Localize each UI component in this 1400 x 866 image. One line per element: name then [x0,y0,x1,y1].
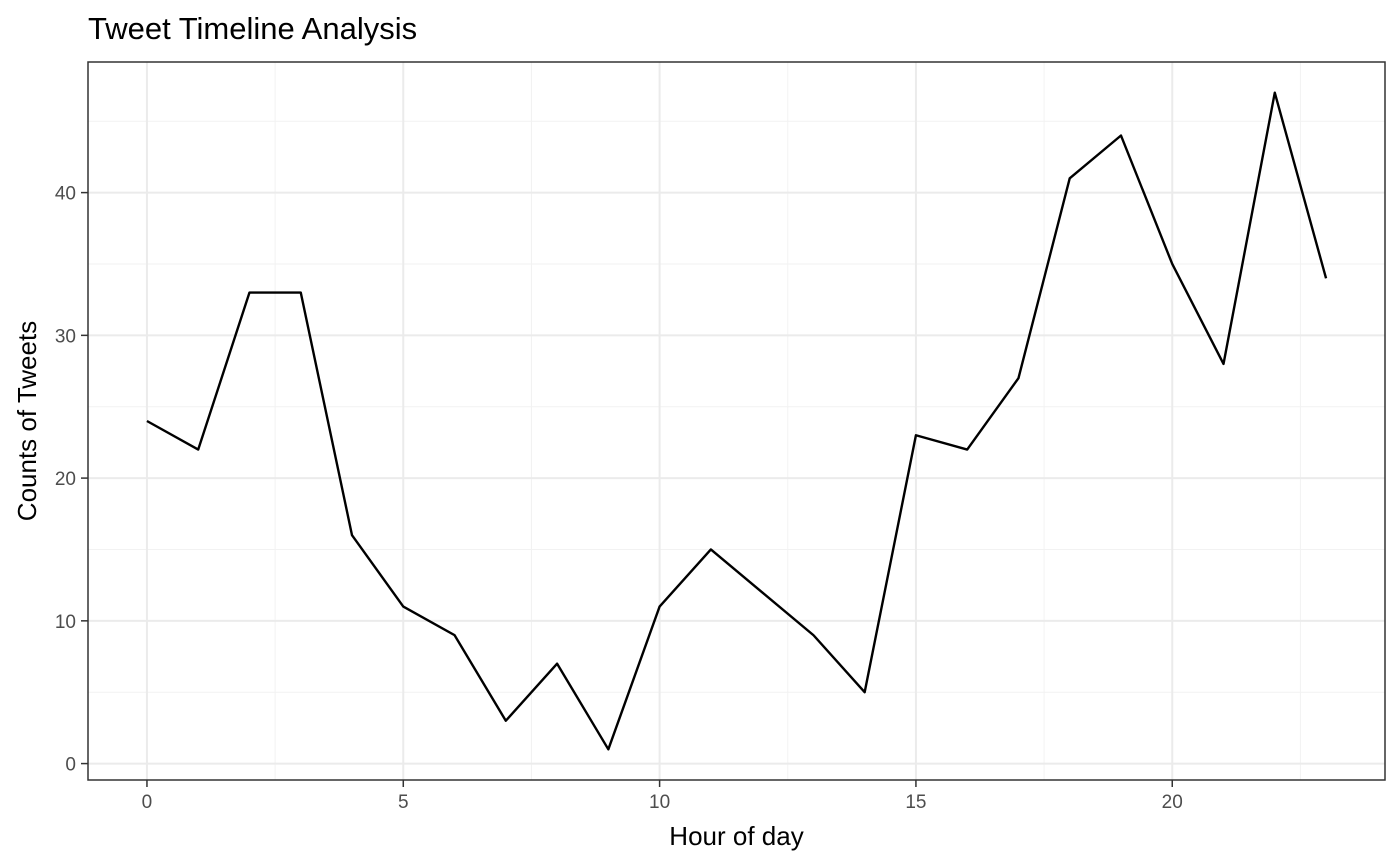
data-point [761,591,763,593]
y-axis: 0 10 20 30 40 [55,184,88,776]
data-point [454,634,456,636]
data-point [300,292,302,294]
tweet-count-line [146,91,1328,751]
x-tick-label: 10 [649,792,670,813]
y-tick-label: 20 [55,469,76,490]
data-point [248,292,250,294]
data-point [1223,363,1225,365]
data-point [659,606,661,608]
x-tick-label: 20 [1162,792,1183,813]
y-axis-title: Counts of Tweets [12,321,42,521]
chart-title: Tweet Timeline Analysis [88,11,417,46]
data-point [1069,177,1071,179]
data-point [146,420,148,422]
data-point [1171,263,1173,265]
y-tick-label: 40 [55,184,76,205]
data-point [607,748,609,750]
x-axis: 0 5 10 15 20 [142,780,1183,813]
x-axis-title: Hour of day [669,821,803,851]
x-tick-label: 0 [142,792,153,813]
y-tick-label: 30 [55,326,76,347]
data-point [402,606,404,608]
minor-gridlines [88,62,1385,780]
x-tick-label: 15 [905,792,926,813]
data-point [812,634,814,636]
plot-border [87,61,1386,781]
data-point [864,691,866,693]
data-point [1325,277,1327,279]
data-point [505,720,507,722]
data-point [351,534,353,536]
data-point [197,449,199,451]
data-point [556,663,558,665]
data-point [1017,377,1019,379]
y-tick-label: 0 [65,755,76,776]
data-point [1120,135,1122,137]
data-point [1274,92,1276,94]
data-point [710,548,712,550]
data-point [915,434,917,436]
plot-panel [88,62,1385,780]
y-tick-label: 10 [55,612,76,633]
x-tick-label: 5 [398,792,409,813]
data-point [966,449,968,451]
